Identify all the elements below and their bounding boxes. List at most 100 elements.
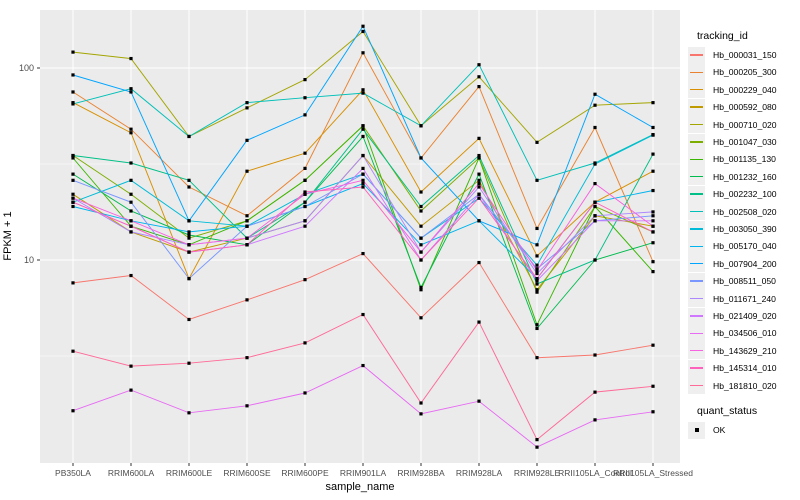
data-point-marker [593, 219, 597, 223]
data-point-marker [361, 134, 365, 139]
data-point-marker [245, 169, 249, 173]
legend-key-line [690, 228, 703, 230]
data-point-marker [651, 224, 655, 228]
data-point-marker [361, 185, 365, 189]
data-point-marker [535, 279, 539, 283]
legend-item: Hb_008511_050 [688, 272, 776, 290]
legend-item-label: Hb_001232_160 [713, 171, 777, 182]
data-point-marker [245, 214, 249, 218]
legend-quant-label: OK [713, 425, 726, 435]
data-point-marker [535, 326, 539, 331]
x-tick-label: RRIM600LE [165, 468, 213, 478]
data-point-marker [187, 236, 191, 240]
data-point-marker [651, 343, 655, 347]
legend-key-line [690, 280, 703, 282]
legend-key-box [688, 81, 705, 99]
data-point-marker [245, 224, 249, 228]
legend-key-box [688, 324, 705, 342]
data-point-marker [477, 178, 481, 182]
data-point-marker [129, 56, 133, 61]
data-point-marker [361, 127, 365, 131]
data-point-marker [187, 277, 191, 281]
legend-key-line [690, 262, 703, 265]
legend-title-quant-status: quant_status [697, 405, 758, 417]
data-point-marker [245, 106, 249, 110]
data-point-marker [535, 277, 539, 281]
data-point-marker [303, 151, 307, 155]
data-point-marker [477, 196, 481, 200]
data-point-marker [419, 401, 423, 405]
legend-key-line [690, 367, 703, 369]
data-point-marker [419, 224, 423, 228]
data-point-marker [535, 288, 539, 292]
x-tick-label: RRII105LA_Stressed [613, 468, 693, 478]
data-point-marker [187, 250, 191, 254]
data-point-marker [303, 278, 307, 282]
x-tick-label: PB350LA [55, 468, 91, 478]
data-point-marker [535, 254, 539, 258]
legend-item-label: Hb_000592_080 [713, 102, 777, 113]
data-point-marker [419, 258, 423, 262]
y-tick-label: 10 [23, 255, 34, 265]
data-point-marker [593, 103, 597, 107]
data-point-marker [245, 404, 249, 408]
black-square-marker-icon [694, 428, 699, 432]
data-point-marker [651, 410, 655, 414]
data-point-marker [129, 87, 133, 91]
data-point-marker [129, 178, 133, 182]
legend-item-label: Hb_011671_240 [713, 293, 776, 304]
data-point-marker [129, 192, 133, 196]
data-point-marker [187, 219, 191, 223]
data-point-marker [71, 73, 75, 77]
legend-item: Hb_000031_150 [688, 46, 777, 64]
x-tick-label: RRIM600LA [107, 468, 155, 478]
legend-key-line [690, 158, 703, 160]
legend-key-line [690, 315, 703, 317]
legend-key-line [690, 384, 703, 387]
legend-key-box [688, 168, 705, 186]
data-point-marker [71, 281, 75, 285]
legend-item: Hb_034506_010 [688, 324, 777, 342]
legend-key-box [688, 272, 705, 290]
data-point-marker [593, 353, 597, 357]
data-point-marker [129, 90, 133, 94]
x-tick-label: RRIM928LA [455, 468, 503, 478]
x-tick-label: RRIM901LA [339, 468, 387, 478]
data-point-marker [535, 226, 539, 231]
data-point-marker [419, 250, 423, 254]
data-point-marker [477, 185, 481, 189]
x-axis-title: sample_name [325, 481, 395, 493]
data-point-marker [245, 236, 249, 240]
data-point-marker [651, 152, 655, 156]
legend-item-label: Hb_181810_020 [713, 380, 777, 391]
data-point-marker [535, 269, 539, 273]
data-point-marker [129, 273, 133, 278]
data-point-marker [245, 219, 249, 223]
legend-item: Hb_001047_030 [688, 133, 777, 151]
data-point-marker [361, 24, 365, 28]
legend-key-line [690, 106, 703, 108]
legend-item-label: Hb_008511_050 [713, 276, 776, 287]
legend-key-box [688, 421, 705, 439]
data-point-marker [71, 409, 75, 413]
legend-item: Hb_011671_240 [688, 290, 776, 308]
legend-key-box [688, 359, 705, 377]
legend-item: Hb_000229_040 [688, 81, 777, 99]
data-point-marker [303, 200, 307, 204]
data-point-marker [303, 224, 307, 228]
data-point-marker [477, 399, 481, 403]
legend-key-line [690, 54, 703, 56]
data-point-marker [129, 230, 133, 234]
data-point-marker [593, 162, 597, 166]
x-tick-label: RRIM928BA [397, 468, 445, 478]
data-point-marker [303, 219, 307, 223]
data-point-marker [535, 356, 539, 360]
x-tick-label: RRIM928LE [513, 468, 561, 478]
data-point-marker [651, 188, 655, 193]
data-point-marker [477, 75, 481, 79]
data-point-marker [593, 92, 597, 96]
data-point-marker [651, 133, 655, 137]
legend-item-label: Hb_000205_300 [713, 67, 777, 78]
data-point-marker [477, 320, 481, 324]
data-point-marker [477, 219, 481, 223]
